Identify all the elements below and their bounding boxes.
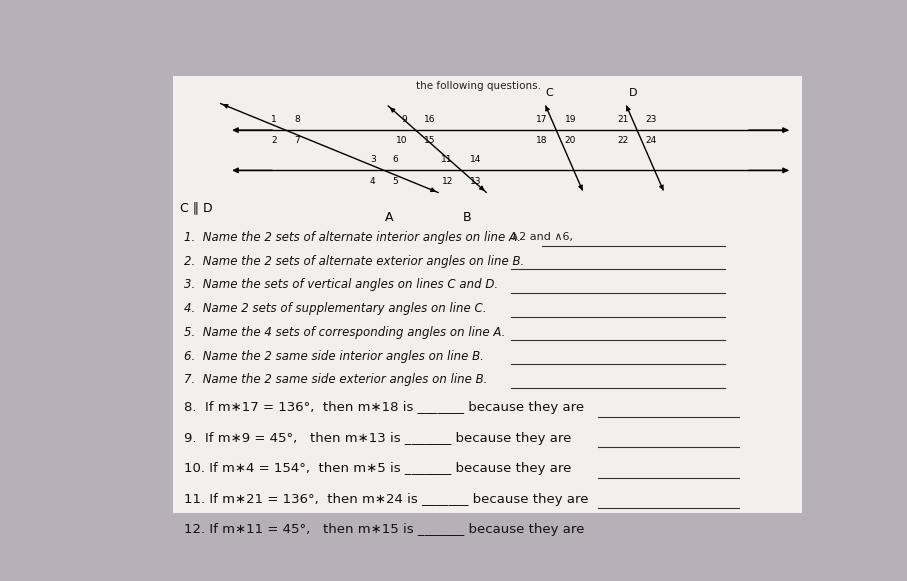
Text: A: A [385, 211, 394, 224]
Text: 7: 7 [294, 137, 300, 145]
Text: 12. If m∗11 = 45°,   then m∗15 is _______ because they are: 12. If m∗11 = 45°, then m∗15 is _______ … [183, 523, 584, 536]
Text: 5: 5 [393, 177, 398, 186]
Text: 13: 13 [470, 177, 482, 186]
Text: 18: 18 [536, 137, 548, 145]
Text: 10: 10 [395, 137, 407, 145]
Text: 14: 14 [470, 155, 481, 164]
Text: 22: 22 [618, 137, 629, 145]
Text: 17: 17 [536, 115, 548, 124]
Text: 8: 8 [294, 115, 300, 124]
Text: B: B [463, 211, 472, 224]
Text: 11: 11 [442, 155, 453, 164]
Text: 8.  If m∗17 = 136°,  then m∗18 is _______ because they are: 8. If m∗17 = 136°, then m∗18 is _______ … [183, 401, 584, 414]
Text: 5.  Name the 4 sets of corresponding angles on line A.: 5. Name the 4 sets of corresponding angl… [183, 326, 505, 339]
Text: 3.  Name the sets of vertical angles on lines C and D.: 3. Name the sets of vertical angles on l… [183, 278, 498, 292]
Text: 4: 4 [370, 177, 375, 186]
Text: 19: 19 [565, 115, 576, 124]
Text: 7.  Name the 2 same side exterior angles on line B.: 7. Name the 2 same side exterior angles … [183, 373, 487, 386]
Text: 9: 9 [402, 115, 407, 124]
Text: 1.  Name the 2 sets of alternate interior angles on line A.: 1. Name the 2 sets of alternate interior… [183, 231, 524, 244]
Text: 4.  Name 2 sets of supplementary angles on line C.: 4. Name 2 sets of supplementary angles o… [183, 302, 486, 315]
Text: 10. If m∗4 = 154°,  then m∗5 is _______ because they are: 10. If m∗4 = 154°, then m∗5 is _______ b… [183, 462, 571, 475]
Text: the following questions.: the following questions. [416, 81, 541, 91]
FancyBboxPatch shape [173, 77, 803, 512]
Text: 21: 21 [618, 115, 629, 124]
Text: 16: 16 [424, 115, 435, 124]
Text: 1: 1 [271, 115, 278, 124]
Text: C: C [545, 88, 553, 98]
Text: 6: 6 [393, 155, 398, 164]
Text: 2.  Name the 2 sets of alternate exterior angles on line B.: 2. Name the 2 sets of alternate exterior… [183, 254, 524, 268]
Text: 23: 23 [646, 115, 657, 124]
Text: C ∥ D: C ∥ D [180, 202, 213, 215]
Text: ∧2 and ∧6,: ∧2 and ∧6, [511, 232, 572, 242]
Text: 15: 15 [424, 137, 435, 145]
Text: 11. If m∗21 = 136°,  then m∗24 is _______ because they are: 11. If m∗21 = 136°, then m∗24 is _______… [183, 493, 588, 505]
Text: 9.  If m∗9 = 45°,   then m∗13 is _______ because they are: 9. If m∗9 = 45°, then m∗13 is _______ be… [183, 432, 571, 445]
Text: 20: 20 [565, 137, 576, 145]
Text: 3: 3 [370, 155, 375, 164]
Text: 2: 2 [271, 137, 278, 145]
Text: D: D [629, 88, 638, 98]
Text: 6.  Name the 2 same side interior angles on line B.: 6. Name the 2 same side interior angles … [183, 350, 483, 363]
Text: 24: 24 [646, 137, 657, 145]
Text: 12: 12 [442, 177, 453, 186]
